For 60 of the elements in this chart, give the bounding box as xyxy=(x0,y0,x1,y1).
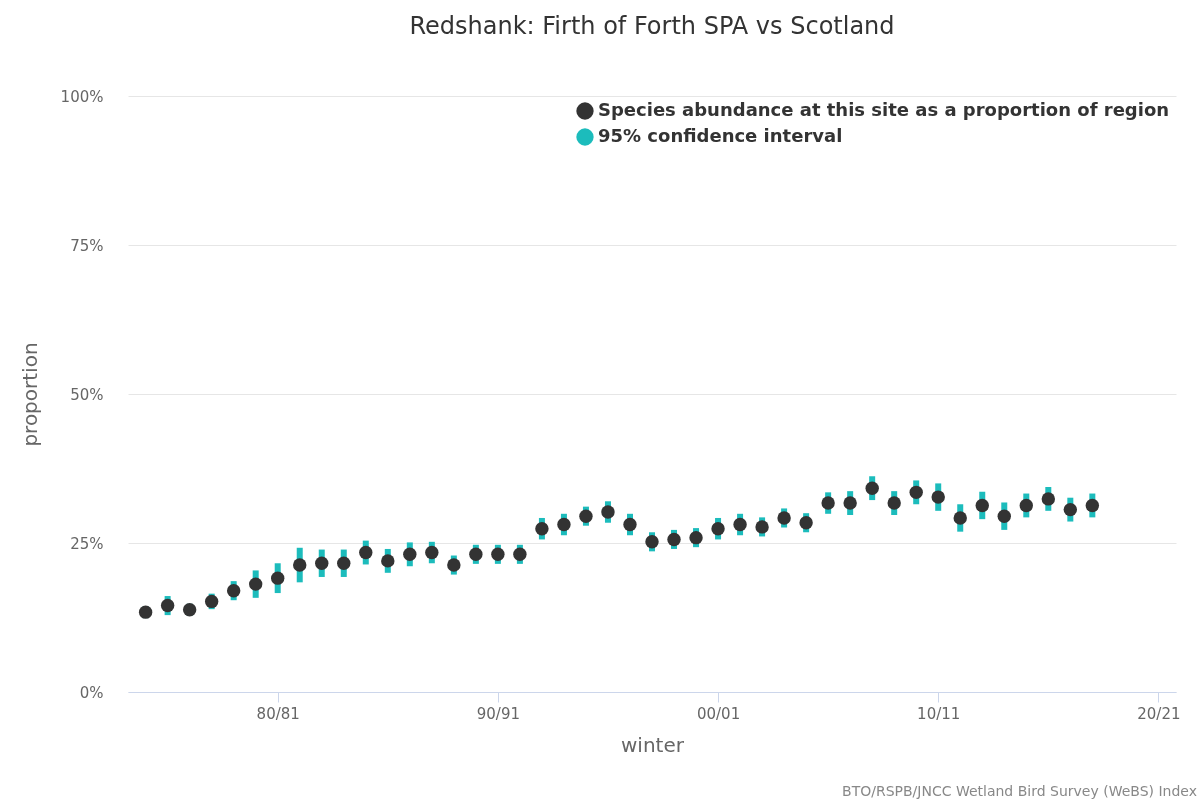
y-tick-label: 50% xyxy=(70,385,104,404)
chart-title: Redshank: Firth of Forth SPA vs Scotland xyxy=(409,12,895,40)
point xyxy=(1019,498,1033,513)
point xyxy=(293,558,307,572)
y-axis-title: proportion xyxy=(17,342,42,447)
point xyxy=(381,554,395,568)
y-tick-label: 25% xyxy=(70,534,104,553)
point xyxy=(469,547,483,562)
point xyxy=(997,509,1011,523)
point xyxy=(645,535,659,549)
point xyxy=(447,558,461,572)
point xyxy=(182,603,197,617)
point xyxy=(689,530,703,545)
point xyxy=(1085,498,1100,513)
point xyxy=(491,547,505,562)
legend-label: 95% confidence interval xyxy=(598,125,843,146)
x-tick-label: 00/01 xyxy=(696,704,741,723)
point xyxy=(821,496,835,510)
y-tick-label: 75% xyxy=(70,236,104,255)
point xyxy=(953,511,967,525)
x-axis-title: winter xyxy=(621,732,685,757)
point xyxy=(843,496,857,510)
point xyxy=(226,583,241,598)
point xyxy=(865,481,879,495)
point xyxy=(337,556,351,570)
point xyxy=(557,517,571,532)
point xyxy=(887,496,901,510)
y-tick-label: 0% xyxy=(79,683,104,702)
point xyxy=(579,509,593,523)
point xyxy=(535,522,549,536)
point xyxy=(138,605,153,619)
x-tick-label: 10/11 xyxy=(917,704,961,723)
y-tick-label: 100% xyxy=(60,87,104,106)
point xyxy=(160,598,175,613)
point xyxy=(271,571,285,585)
point xyxy=(711,522,725,536)
point xyxy=(513,547,527,562)
x-tick-label: 90/91 xyxy=(476,704,520,723)
point xyxy=(359,545,373,560)
point xyxy=(733,517,747,532)
x-tick-label: 80/81 xyxy=(256,704,300,723)
point xyxy=(931,490,945,504)
point xyxy=(315,556,329,570)
point xyxy=(601,505,615,519)
text: BTO/RSPB/JNCC Wetland Bird Survey (WeBS) Index xyxy=(842,783,1197,799)
point xyxy=(623,517,637,532)
point xyxy=(777,511,791,525)
point xyxy=(667,532,681,547)
point xyxy=(975,498,989,513)
legend-label: Species abundance at this site as a proportion of region xyxy=(598,99,1170,120)
point xyxy=(1063,502,1078,517)
point xyxy=(909,485,923,500)
point xyxy=(403,547,417,562)
point xyxy=(425,545,439,560)
point xyxy=(755,520,769,534)
point xyxy=(799,516,813,530)
point xyxy=(248,577,263,591)
point xyxy=(1041,492,1056,506)
x-tick-label: 20/21 xyxy=(1137,704,1181,723)
point xyxy=(204,594,219,609)
